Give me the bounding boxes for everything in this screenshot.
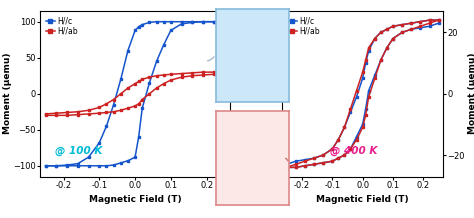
Y-axis label: Moment (μemu): Moment (μemu) — [468, 53, 474, 135]
Text: @ 400 K: @ 400 K — [330, 145, 378, 156]
Legend: H//c, H//ab: H//c, H//ab — [44, 15, 79, 37]
Text: @ 100 K: @ 100 K — [55, 145, 103, 156]
Y-axis label: Moment (μemu): Moment (μemu) — [3, 53, 12, 135]
X-axis label: Magnetic Field (T): Magnetic Field (T) — [316, 195, 409, 204]
X-axis label: Magnetic Field (T): Magnetic Field (T) — [89, 195, 182, 204]
Legend: H//c, H//ab: H//c, H//ab — [286, 15, 321, 37]
